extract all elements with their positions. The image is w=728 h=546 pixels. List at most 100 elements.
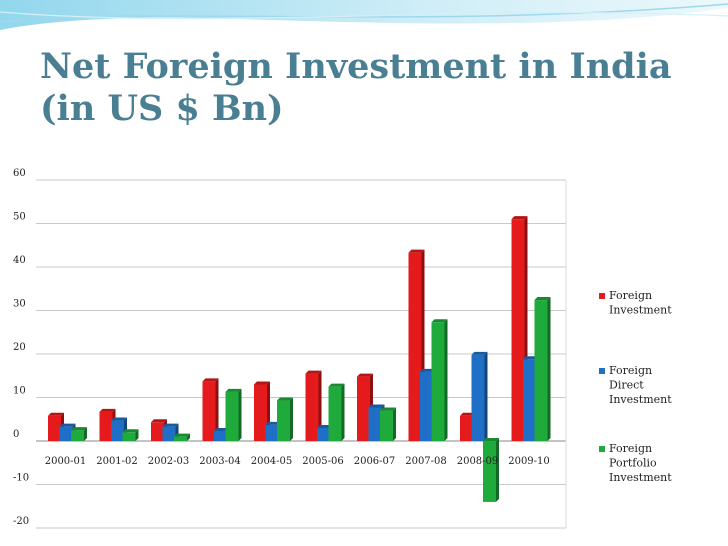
- legend-label: Portfolio: [609, 457, 657, 470]
- bar-face: [174, 436, 187, 441]
- x-tick-label: 2003-04: [199, 456, 241, 467]
- bar-face: [202, 381, 216, 441]
- bar-side: [84, 427, 87, 441]
- bar-side: [484, 351, 488, 441]
- legend-swatch: [599, 368, 605, 374]
- y-tick-label: 20: [13, 342, 26, 353]
- bar: [380, 407, 396, 441]
- bar-face: [59, 426, 73, 441]
- y-tick-label: 40: [13, 255, 26, 266]
- slide-title-line-1: Net Foreign Investment in India: [40, 46, 672, 87]
- bar-face: [265, 424, 279, 441]
- bar-face: [317, 427, 330, 441]
- x-tick-label: 2004-05: [251, 456, 293, 467]
- bar: [305, 370, 322, 441]
- bar: [534, 297, 551, 441]
- bar-face: [408, 252, 422, 441]
- bar-side: [547, 297, 551, 441]
- bar: [277, 397, 293, 441]
- bar-top: [534, 297, 551, 301]
- x-tick-label: 2002-03: [148, 456, 190, 467]
- bar: [174, 433, 190, 441]
- bar: [71, 427, 87, 441]
- bar-face: [328, 386, 342, 441]
- bar-side: [393, 407, 396, 441]
- y-tick-label: 10: [13, 386, 26, 397]
- y-tick-label: -20: [13, 516, 29, 527]
- bar-face: [511, 219, 525, 441]
- bar-face: [471, 354, 485, 441]
- legend-label: Foreign: [609, 364, 652, 377]
- bar-top: [368, 404, 385, 408]
- chart-labels: -20 -10 0 10 20 30 40 50 60 2000-01 2001-02 2002-03…: [13, 168, 550, 527]
- legend-label: Direct: [609, 379, 644, 392]
- bar: [162, 423, 179, 441]
- bar-top: [162, 423, 179, 427]
- bar-top: [254, 381, 270, 385]
- bar-face: [71, 430, 84, 441]
- bar-top: [151, 419, 167, 423]
- bar-top: [48, 412, 64, 416]
- y-tick-label: 0: [13, 429, 19, 440]
- bar-face: [111, 420, 124, 441]
- bar-top: [305, 370, 322, 374]
- bar-top: [71, 427, 87, 431]
- bar-face: [214, 430, 227, 441]
- bar-top: [59, 423, 76, 427]
- bar: [122, 429, 139, 441]
- legend-label: Investment: [609, 304, 672, 317]
- bar-top: [328, 383, 345, 387]
- header-swoosh: [0, 0, 728, 30]
- legend-swatch: [599, 446, 605, 452]
- bar-face: [99, 411, 113, 441]
- x-tick-label: 2007-08: [405, 456, 447, 467]
- bar-face: [122, 432, 136, 441]
- bar-face: [460, 415, 473, 441]
- bar-side: [135, 429, 139, 441]
- bar-side: [215, 378, 219, 441]
- bar-top: [357, 373, 373, 377]
- bar-side: [318, 370, 322, 441]
- bar-face: [225, 391, 239, 441]
- bar-side: [187, 433, 190, 441]
- bar-face: [534, 300, 548, 441]
- bar: [254, 381, 270, 441]
- legend-swatch: [599, 293, 605, 299]
- bar-top: [471, 351, 488, 355]
- slide-title: Net Foreign Investment in India (in US $…: [40, 46, 720, 130]
- bar: [431, 319, 448, 441]
- bar: [328, 383, 345, 441]
- bar-top: [99, 408, 116, 412]
- legend-item: Foreign Investment: [599, 289, 672, 317]
- bar-top: [111, 417, 127, 421]
- bar-top: [431, 319, 448, 323]
- x-tick-label: 2008-09: [457, 456, 499, 467]
- y-tick-label: 50: [13, 212, 26, 223]
- bar-face: [380, 410, 393, 441]
- bar-side: [341, 383, 345, 441]
- legend-label: Investment: [609, 471, 672, 484]
- x-tick-label: 2001-02: [96, 456, 138, 467]
- bar-face: [277, 400, 290, 441]
- x-tick-label: 2006-07: [354, 456, 396, 467]
- y-tick-label: 60: [13, 168, 26, 179]
- bar-face: [48, 415, 61, 441]
- bar-top: [225, 388, 242, 392]
- x-tick-label: 2000-01: [45, 456, 87, 467]
- bar-face: [357, 376, 370, 441]
- bar-face: [151, 422, 164, 441]
- bar-top: [202, 378, 219, 382]
- bar-face: [254, 384, 267, 441]
- y-tick-label: 30: [13, 299, 26, 310]
- bar-top: [174, 433, 190, 437]
- bar-face: [483, 441, 496, 502]
- bar-face: [368, 407, 382, 441]
- bar-top: [380, 407, 396, 411]
- bar-face: [162, 426, 176, 441]
- bar: [225, 388, 242, 441]
- slide-title-line-2: (in US $ Bn): [40, 88, 284, 129]
